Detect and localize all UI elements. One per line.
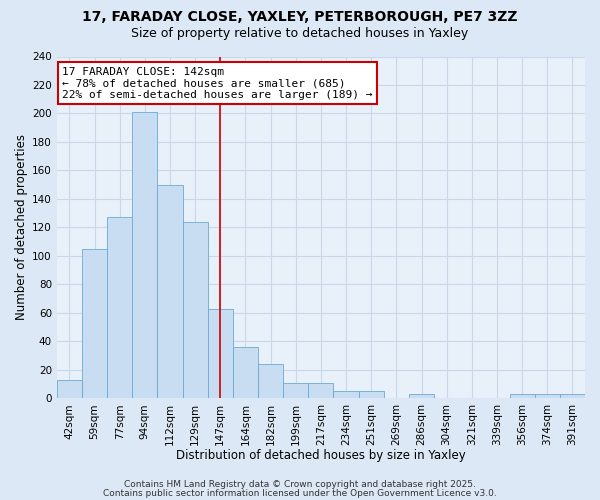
Text: Contains public sector information licensed under the Open Government Licence v3: Contains public sector information licen…	[103, 489, 497, 498]
Bar	[535, 394, 560, 398]
Bar	[359, 391, 384, 398]
Bar	[283, 382, 308, 398]
Bar	[308, 382, 334, 398]
Bar	[560, 394, 585, 398]
Bar	[132, 112, 157, 399]
Bar	[157, 184, 182, 398]
Bar	[409, 394, 434, 398]
X-axis label: Distribution of detached houses by size in Yaxley: Distribution of detached houses by size …	[176, 450, 466, 462]
Text: 17 FARADAY CLOSE: 142sqm
← 78% of detached houses are smaller (685)
22% of semi-: 17 FARADAY CLOSE: 142sqm ← 78% of detach…	[62, 67, 373, 100]
Bar	[208, 308, 233, 398]
Bar	[258, 364, 283, 398]
Bar	[82, 249, 107, 398]
Text: Contains HM Land Registry data © Crown copyright and database right 2025.: Contains HM Land Registry data © Crown c…	[124, 480, 476, 489]
Bar	[509, 394, 535, 398]
Bar	[57, 380, 82, 398]
Text: 17, FARADAY CLOSE, YAXLEY, PETERBOROUGH, PE7 3ZZ: 17, FARADAY CLOSE, YAXLEY, PETERBOROUGH,…	[82, 10, 518, 24]
Bar	[107, 218, 132, 398]
Text: Size of property relative to detached houses in Yaxley: Size of property relative to detached ho…	[131, 28, 469, 40]
Y-axis label: Number of detached properties: Number of detached properties	[15, 134, 28, 320]
Bar	[233, 347, 258, 399]
Bar	[334, 391, 359, 398]
Bar	[182, 222, 208, 398]
